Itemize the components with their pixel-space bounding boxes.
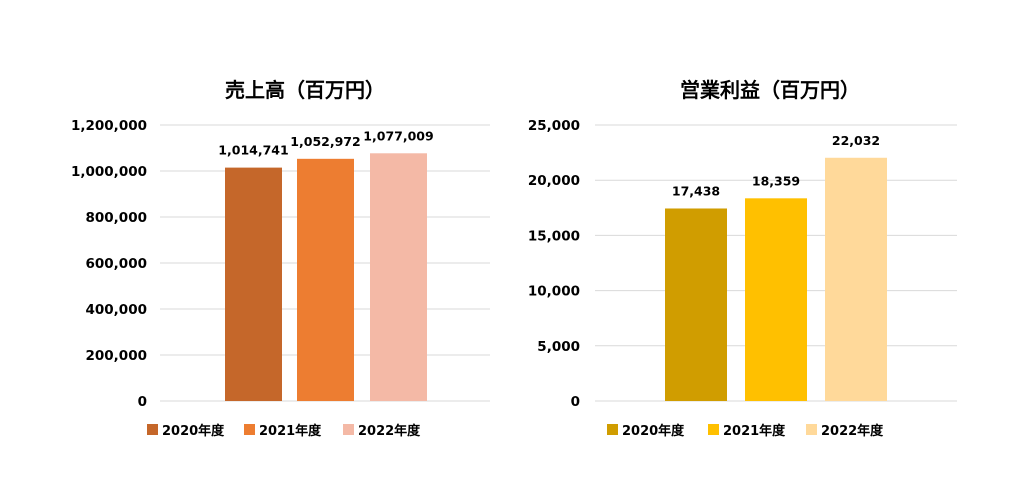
legend-swatch bbox=[607, 424, 618, 435]
y-tick-label: 20,000 bbox=[528, 173, 580, 189]
legend-swatch bbox=[147, 424, 158, 435]
operating-profit-chart: 営業利益（百万円） 0 5,000 10,000 15,000 20,000 25,000 1… bbox=[528, 78, 957, 439]
chart-title: 売上高（百万円） bbox=[225, 78, 385, 102]
y-tick-label: 10,000 bbox=[528, 284, 580, 300]
legend-label: 2020年度 bbox=[622, 423, 685, 439]
data-label: 1,077,009 bbox=[363, 128, 433, 143]
y-tick-label: 1,000,000 bbox=[71, 164, 147, 180]
y-tick-label: 0 bbox=[571, 394, 580, 410]
legend-swatch bbox=[343, 424, 354, 435]
y-tick-label: 25,000 bbox=[528, 118, 580, 134]
data-label: 1,014,741 bbox=[218, 143, 288, 158]
bar bbox=[825, 157, 887, 401]
data-label: 18,359 bbox=[752, 173, 800, 188]
legend-label: 2022年度 bbox=[821, 423, 884, 439]
y-tick-label: 5,000 bbox=[537, 339, 580, 355]
data-label: 17,438 bbox=[672, 183, 720, 198]
legend-label: 2020年度 bbox=[162, 423, 225, 439]
y-tick-label: 0 bbox=[138, 394, 147, 410]
y-tick-label: 200,000 bbox=[86, 348, 148, 364]
bar bbox=[665, 208, 727, 401]
y-tick-label: 600,000 bbox=[86, 256, 148, 272]
legend-label: 2021年度 bbox=[259, 423, 322, 439]
y-tick-label: 800,000 bbox=[86, 210, 148, 226]
legend-swatch bbox=[806, 424, 817, 435]
legend-label: 2021年度 bbox=[723, 423, 786, 439]
bar bbox=[370, 153, 427, 401]
legend-swatch bbox=[708, 424, 719, 435]
data-label: 22,032 bbox=[832, 133, 880, 148]
chart-title: 営業利益（百万円） bbox=[680, 78, 860, 102]
y-tick-label: 15,000 bbox=[528, 228, 580, 244]
y-tick-label: 400,000 bbox=[86, 302, 148, 318]
data-label: 1,052,972 bbox=[290, 134, 360, 149]
sales-chart: 売上高（百万円） 0 200,000 400,000 600,000 800,000 1,0… bbox=[71, 78, 490, 439]
bar bbox=[297, 158, 354, 401]
legend-label: 2022年度 bbox=[358, 423, 421, 439]
bar bbox=[225, 167, 282, 401]
legend-swatch bbox=[244, 424, 255, 435]
y-tick-label: 1,200,000 bbox=[71, 118, 147, 134]
bar bbox=[745, 198, 807, 401]
